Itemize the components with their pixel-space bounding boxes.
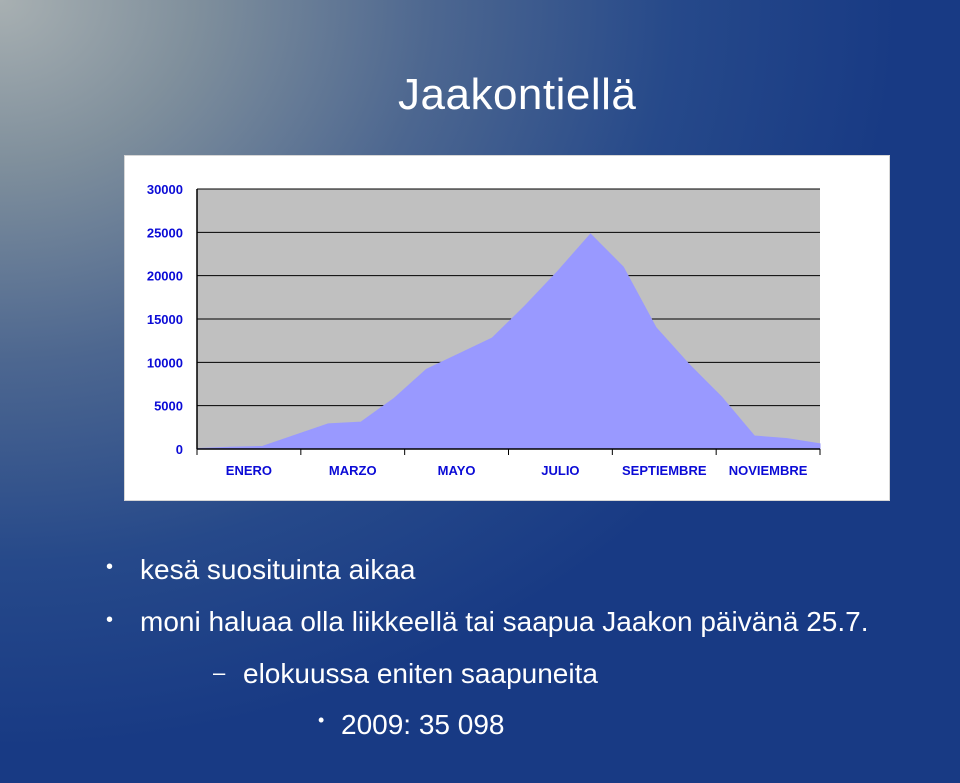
area-series [196, 233, 821, 450]
x-tick-label: ENERO [226, 463, 272, 478]
area-series-path [196, 233, 821, 450]
dash-icon: – [213, 660, 226, 685]
y-tick-labels: 0 5000 10000 15000 20000 25000 30000 [147, 182, 183, 457]
x-tick-label: JULIO [541, 463, 579, 478]
chart-panel: 0 5000 10000 15000 20000 25000 30000 ENERO MARZ… [124, 155, 890, 501]
y-tick-label: 20000 [147, 269, 183, 284]
y-tick-label: 0 [176, 442, 183, 457]
x-tick-label: SEPTIEMBRE [622, 463, 707, 478]
y-tick-label: 10000 [147, 355, 183, 370]
bullet-dot-icon: • [106, 556, 114, 578]
x-tick-label: MARZO [329, 463, 377, 478]
y-tick-label: 15000 [147, 312, 183, 327]
sub-sub-bullet-item: 2009: 35 098 [341, 709, 505, 740]
bullet-item-1: kesä suosituinta aikaa [140, 554, 416, 585]
bullet-dot-icon: • [318, 710, 325, 730]
y-tick-label: 25000 [147, 225, 183, 240]
area-chart: 0 5000 10000 15000 20000 25000 30000 ENERO MARZ… [147, 182, 821, 478]
bullet-item-2: moni haluaa olla liikkeellä tai saapua J… [140, 606, 869, 637]
x-tick-label: NOVIEMBRE [729, 463, 808, 478]
y-tick-label: 30000 [147, 182, 183, 197]
x-tick-labels: ENERO MARZO MAYO JULIO SEPTIEMBRE NOVIEMBRE [196, 449, 821, 478]
sub-bullet-item: elokuussa eniten saapuneita [243, 658, 598, 689]
x-tick-label: MAYO [438, 463, 476, 478]
slide-title: Jaakontiellä [398, 70, 637, 119]
y-tick-label: 5000 [154, 399, 183, 414]
bullet-dot-icon: • [106, 609, 114, 631]
